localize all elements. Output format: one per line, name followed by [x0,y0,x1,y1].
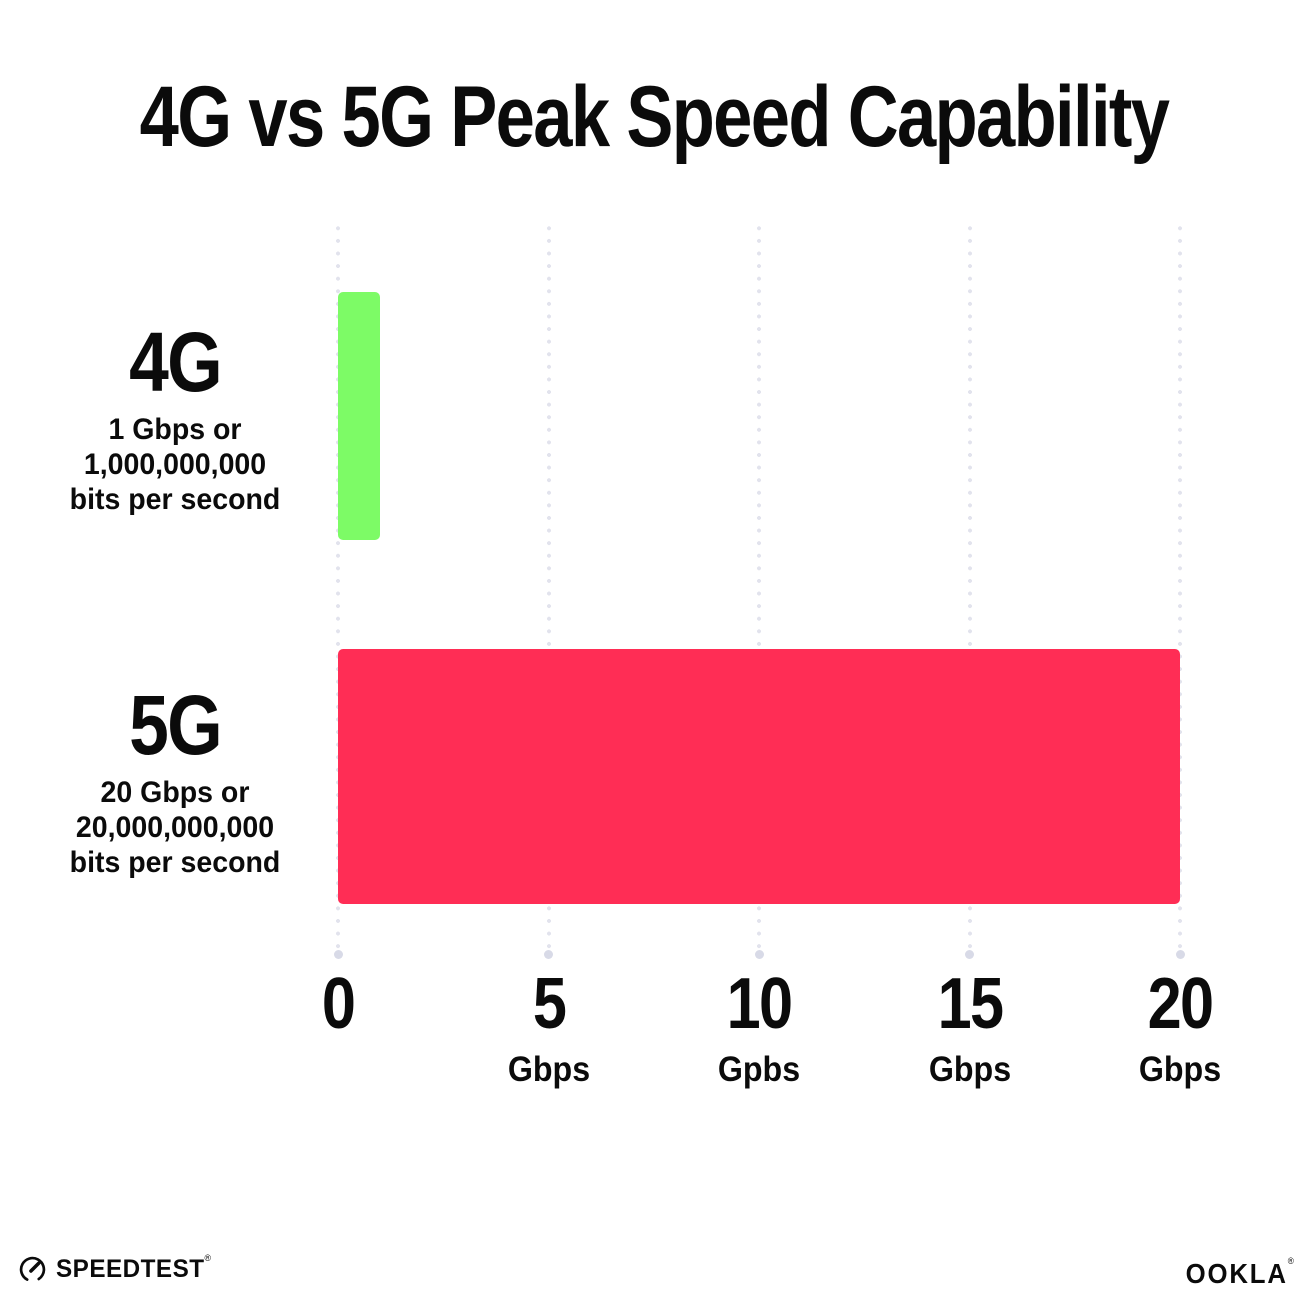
row-heading: 4G [129,315,223,409]
row-label-5g: 5G 20 Gbps or 20,000,000,000 bits per secon… [30,683,320,880]
gridline-15-gbps [967,222,972,955]
x-tick-unit: Gpbs [717,1050,801,1089]
x-tick-value: 10 [726,964,793,1044]
ookla-logo: OOKLA® [1176,1256,1296,1290]
speedtest-trademark-symbol: ® [204,1253,212,1263]
x-tick-5: 5 Gbps [439,968,659,1087]
x-tick-value: 5 [532,964,566,1044]
bar-5g [338,649,1180,904]
ookla-trademark-symbol: ® [1288,1256,1296,1266]
row-description-line: bits per second [69,483,281,516]
x-tick-10: 10 Gpbs [649,968,869,1087]
row-description: 1 Gbps or 1,000,000,000 bits per second [37,412,313,517]
row-description-line: 20,000,000,000 [75,811,275,844]
bar-4g [338,292,381,540]
row-description-line: 1,000,000,000 [83,448,267,481]
gridline-5-gbps [546,222,551,955]
x-tick-0: 0 [228,968,448,1040]
speedtest-logo: SPEEDTEST® [18,1253,216,1284]
x-tick-value: 20 [1147,964,1214,1044]
speedtest-wordmark: SPEEDTEST® [56,1253,212,1283]
gridline-20-gbps [1177,222,1183,955]
ookla-wordmark: OOKLA® [1185,1256,1296,1289]
row-description-line: 1 Gbps or [108,413,242,446]
x-tick-unit: Gbps [928,1050,1011,1089]
row-label-4g: 4G 1 Gbps or 1,000,000,000 bits per second [30,320,320,517]
x-tick-unit: Gbps [507,1050,590,1089]
x-tick-15: 15 Gbps [860,968,1080,1087]
plot-area [335,222,1183,955]
x-tick-value: 15 [937,964,1003,1044]
chart-title: 4G vs 5G Peak Speed Capability [139,68,1170,165]
x-tick-value: 0 [321,964,356,1044]
speedtest-gauge-icon [19,1256,46,1283]
row-description-line: 20 Gbps or [100,776,250,809]
row-heading: 5G [129,678,223,772]
gridline-10-gbps [756,222,762,955]
x-tick-unit: Gbps [1138,1050,1222,1089]
row-description: 20 Gbps or 20,000,000,000 bits per second [37,775,313,880]
x-tick-20: 20 Gbps [1070,968,1290,1087]
gridline-0-gbps [335,222,341,955]
row-description-line: bits per second [69,846,281,879]
